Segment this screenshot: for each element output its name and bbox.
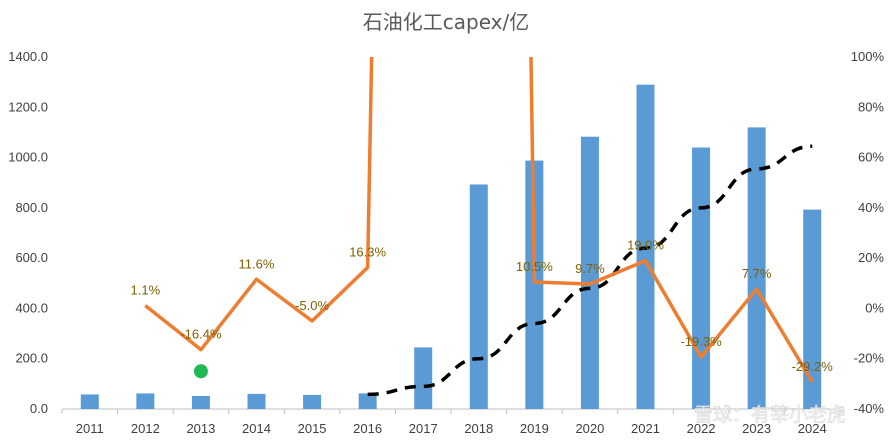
y-left-tick-label: 600.0 xyxy=(15,250,48,265)
growth-data-label: -29.2% xyxy=(792,359,834,374)
bar xyxy=(803,209,822,409)
bar xyxy=(692,147,711,409)
trend-line xyxy=(367,144,813,397)
bar xyxy=(358,393,377,409)
bar-series xyxy=(80,84,822,410)
y-right-tick-label: 20% xyxy=(858,250,884,265)
x-tick-label: 2015 xyxy=(298,421,327,436)
x-tick-label: 2011 xyxy=(76,421,104,436)
x-tick-label: 2020 xyxy=(575,421,604,436)
bar xyxy=(580,136,599,409)
x-tick-label: 2023 xyxy=(742,421,771,436)
x-tick-label: 2019 xyxy=(520,421,549,436)
growth-data-label: 9.7% xyxy=(575,261,605,276)
y-left-tick-label: 0.0 xyxy=(30,401,48,416)
x-tick-label: 2024 xyxy=(798,421,827,436)
growth-data-label: -5.0% xyxy=(295,298,329,313)
bar xyxy=(469,184,488,409)
growth-data-label: 7.7% xyxy=(742,266,772,281)
bar xyxy=(80,394,99,409)
y-right-tick-label: -40% xyxy=(854,401,885,416)
y-left-tick-label: 1000.0 xyxy=(8,150,48,165)
y-left-tick-label: 400.0 xyxy=(15,300,48,315)
growth-data-label: 16.3% xyxy=(349,244,386,259)
growth-data-label: -16.4% xyxy=(180,327,222,342)
growth-data-label: 1.1% xyxy=(131,283,161,298)
x-tick-label: 2012 xyxy=(131,421,160,436)
bar xyxy=(747,127,766,410)
x-tick-label: 2014 xyxy=(242,421,271,436)
y-left-tick-label: 1400.0 xyxy=(8,49,48,64)
growth-data-label: 10.5% xyxy=(516,259,553,274)
marker-group xyxy=(193,364,208,379)
y-right-tick-label: 40% xyxy=(858,200,884,215)
growth-series xyxy=(144,57,814,383)
y-right-tick-label: -20% xyxy=(854,351,885,366)
bar xyxy=(303,394,322,409)
x-tick-label: 2016 xyxy=(353,421,382,436)
y-left-tick-label: 200.0 xyxy=(15,351,48,366)
trend-series xyxy=(367,144,813,397)
green-marker-dot xyxy=(193,364,208,379)
bar xyxy=(191,395,210,409)
growth-data-label: 19.0% xyxy=(627,238,664,253)
bar xyxy=(136,393,155,409)
x-tick-label: 2017 xyxy=(409,421,438,436)
x-tick-label: 2013 xyxy=(186,421,215,436)
y-right-tick-label: 60% xyxy=(858,150,884,165)
y-right-tick-label: 100% xyxy=(851,49,885,64)
y-left-tick-label: 1200.0 xyxy=(8,99,48,114)
bar xyxy=(525,160,544,409)
axes: 2011 2012 2013 2014 2015 2016 2017 2018 2019 2020… xyxy=(8,49,884,436)
y-right-tick-label: 80% xyxy=(858,99,884,114)
y-left-tick-label: 800.0 xyxy=(15,200,48,215)
watermark: 雪球：有莘小老虎 xyxy=(694,404,846,426)
growth-data-label: 11.6% xyxy=(239,256,275,271)
y-right-tick-label: 0% xyxy=(865,300,884,315)
growth-data-label: -19.3% xyxy=(680,334,722,349)
bar xyxy=(414,347,433,409)
chart-title: 石油化工capex/亿 xyxy=(363,10,529,34)
x-tick-label: 2018 xyxy=(464,421,493,436)
x-tick-label: 2021 xyxy=(631,421,660,436)
bar xyxy=(247,393,266,409)
x-tick-label: 2022 xyxy=(687,421,716,436)
growth-line xyxy=(144,57,814,383)
data-labels: 1.1% -16.4% 11.6% -5.0% 16.3% 10.5% 9.7% 19.0% -… xyxy=(131,238,834,374)
